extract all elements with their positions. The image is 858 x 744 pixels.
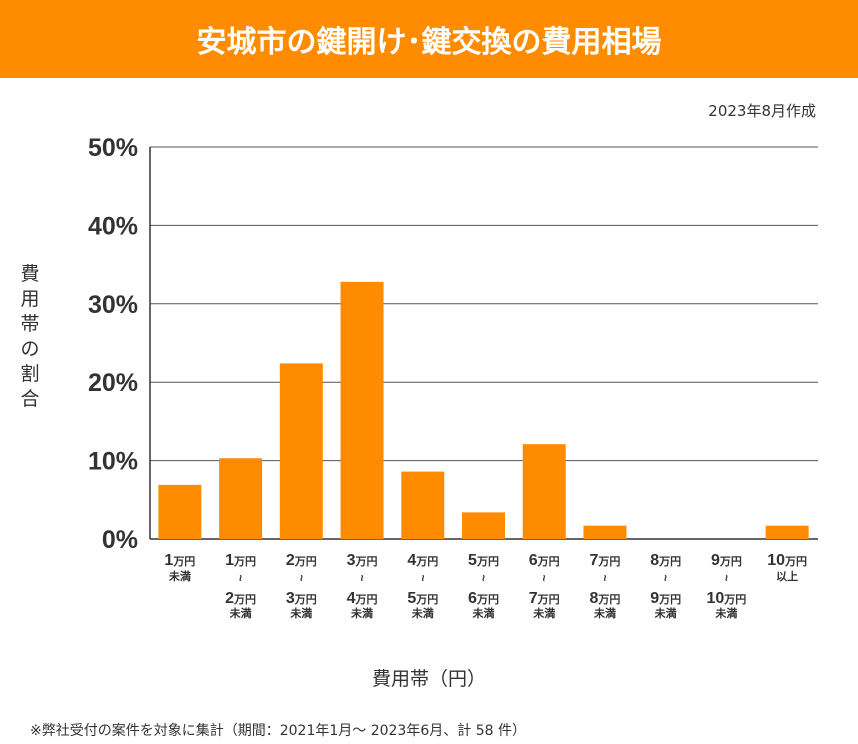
x-tick-label-from: 2万円 bbox=[286, 552, 317, 569]
x-tick-note: 未満 bbox=[350, 606, 373, 620]
x-axis-label: 費用帯（円） bbox=[371, 668, 486, 690]
x-tick-label-from: 1万円 bbox=[164, 552, 195, 569]
bar bbox=[279, 363, 323, 539]
x-tick-label-to: 4万円 bbox=[347, 590, 378, 607]
bar bbox=[158, 484, 202, 539]
x-tick-label-from: 9万円 bbox=[711, 552, 742, 569]
x-tick-range-sep: ~ bbox=[659, 574, 673, 581]
x-tick-range-sep: ~ bbox=[477, 574, 491, 581]
x-tick-label-to: 10万円 bbox=[707, 590, 747, 607]
bar bbox=[462, 512, 505, 539]
title-banner: 安城市の鍵開け･鍵交換の費用相場 bbox=[0, 0, 858, 78]
x-tick-note: 未満 bbox=[593, 606, 616, 620]
y-tick-label: 40% bbox=[88, 212, 138, 240]
y-tick-label: 10% bbox=[88, 448, 138, 476]
x-tick-label-from: 7万円 bbox=[590, 552, 621, 569]
date-note: 2023年8月作成 bbox=[708, 102, 816, 120]
x-tick-range-sep: ~ bbox=[598, 574, 612, 581]
footnote: ※弊社受付の案件を対象に集計（期間：2021年1月～ 2023年6月、計 58 … bbox=[30, 723, 526, 739]
y-tick-label: 0% bbox=[102, 526, 138, 554]
x-tick-note: 未満 bbox=[168, 569, 191, 583]
bar bbox=[765, 525, 809, 539]
x-tick-range-sep: ~ bbox=[537, 574, 551, 581]
x-tick-label-to: 6万円 bbox=[468, 590, 499, 607]
x-tick-label-to: 3万円 bbox=[286, 590, 317, 607]
x-tick-label-to: 7万円 bbox=[529, 590, 560, 607]
bar bbox=[522, 444, 566, 539]
x-tick-range-sep: ~ bbox=[234, 574, 248, 581]
y-tick-label: 50% bbox=[88, 134, 138, 162]
x-tick-label-from: 10万円 bbox=[767, 552, 807, 569]
x-tick-note: 以上 bbox=[776, 569, 798, 583]
x-tick-note: 未満 bbox=[229, 606, 252, 620]
x-tick-range-sep: ~ bbox=[719, 574, 733, 581]
bar bbox=[583, 525, 627, 539]
x-tick-label-from: 8万円 bbox=[650, 552, 681, 569]
x-tick-note: 未満 bbox=[411, 606, 434, 620]
x-tick-note: 未満 bbox=[472, 606, 495, 620]
bar bbox=[401, 471, 445, 539]
x-tick-label-to: 5万円 bbox=[407, 590, 438, 607]
x-tick-range-sep: ~ bbox=[416, 574, 430, 581]
x-tick-label-to: 8万円 bbox=[590, 590, 621, 607]
x-tick-note: 未満 bbox=[532, 606, 555, 620]
bar bbox=[219, 458, 263, 539]
x-tick-note: 未満 bbox=[289, 606, 312, 620]
x-tick-range-sep: ~ bbox=[355, 574, 369, 581]
bar bbox=[340, 281, 384, 539]
y-tick-label: 20% bbox=[88, 369, 138, 397]
x-tick-range-sep: ~ bbox=[294, 574, 308, 581]
x-tick-label-from: 6万円 bbox=[529, 552, 560, 569]
y-axis-label: 費用帯の割合 bbox=[20, 263, 40, 410]
x-tick-label-from: 4万円 bbox=[407, 552, 438, 569]
x-tick-note: 未満 bbox=[654, 606, 677, 620]
x-tick-label-to: 2万円 bbox=[225, 590, 256, 607]
x-tick-label-from: 1万円 bbox=[225, 552, 256, 569]
x-tick-label-from: 3万円 bbox=[347, 552, 378, 569]
chart-title: 安城市の鍵開け･鍵交換の費用相場 bbox=[196, 25, 662, 60]
x-tick-note: 未満 bbox=[714, 606, 737, 620]
x-tick-label-from: 5万円 bbox=[468, 552, 499, 569]
x-tick-label-to: 9万円 bbox=[650, 590, 681, 607]
y-tick-label: 30% bbox=[88, 291, 138, 319]
